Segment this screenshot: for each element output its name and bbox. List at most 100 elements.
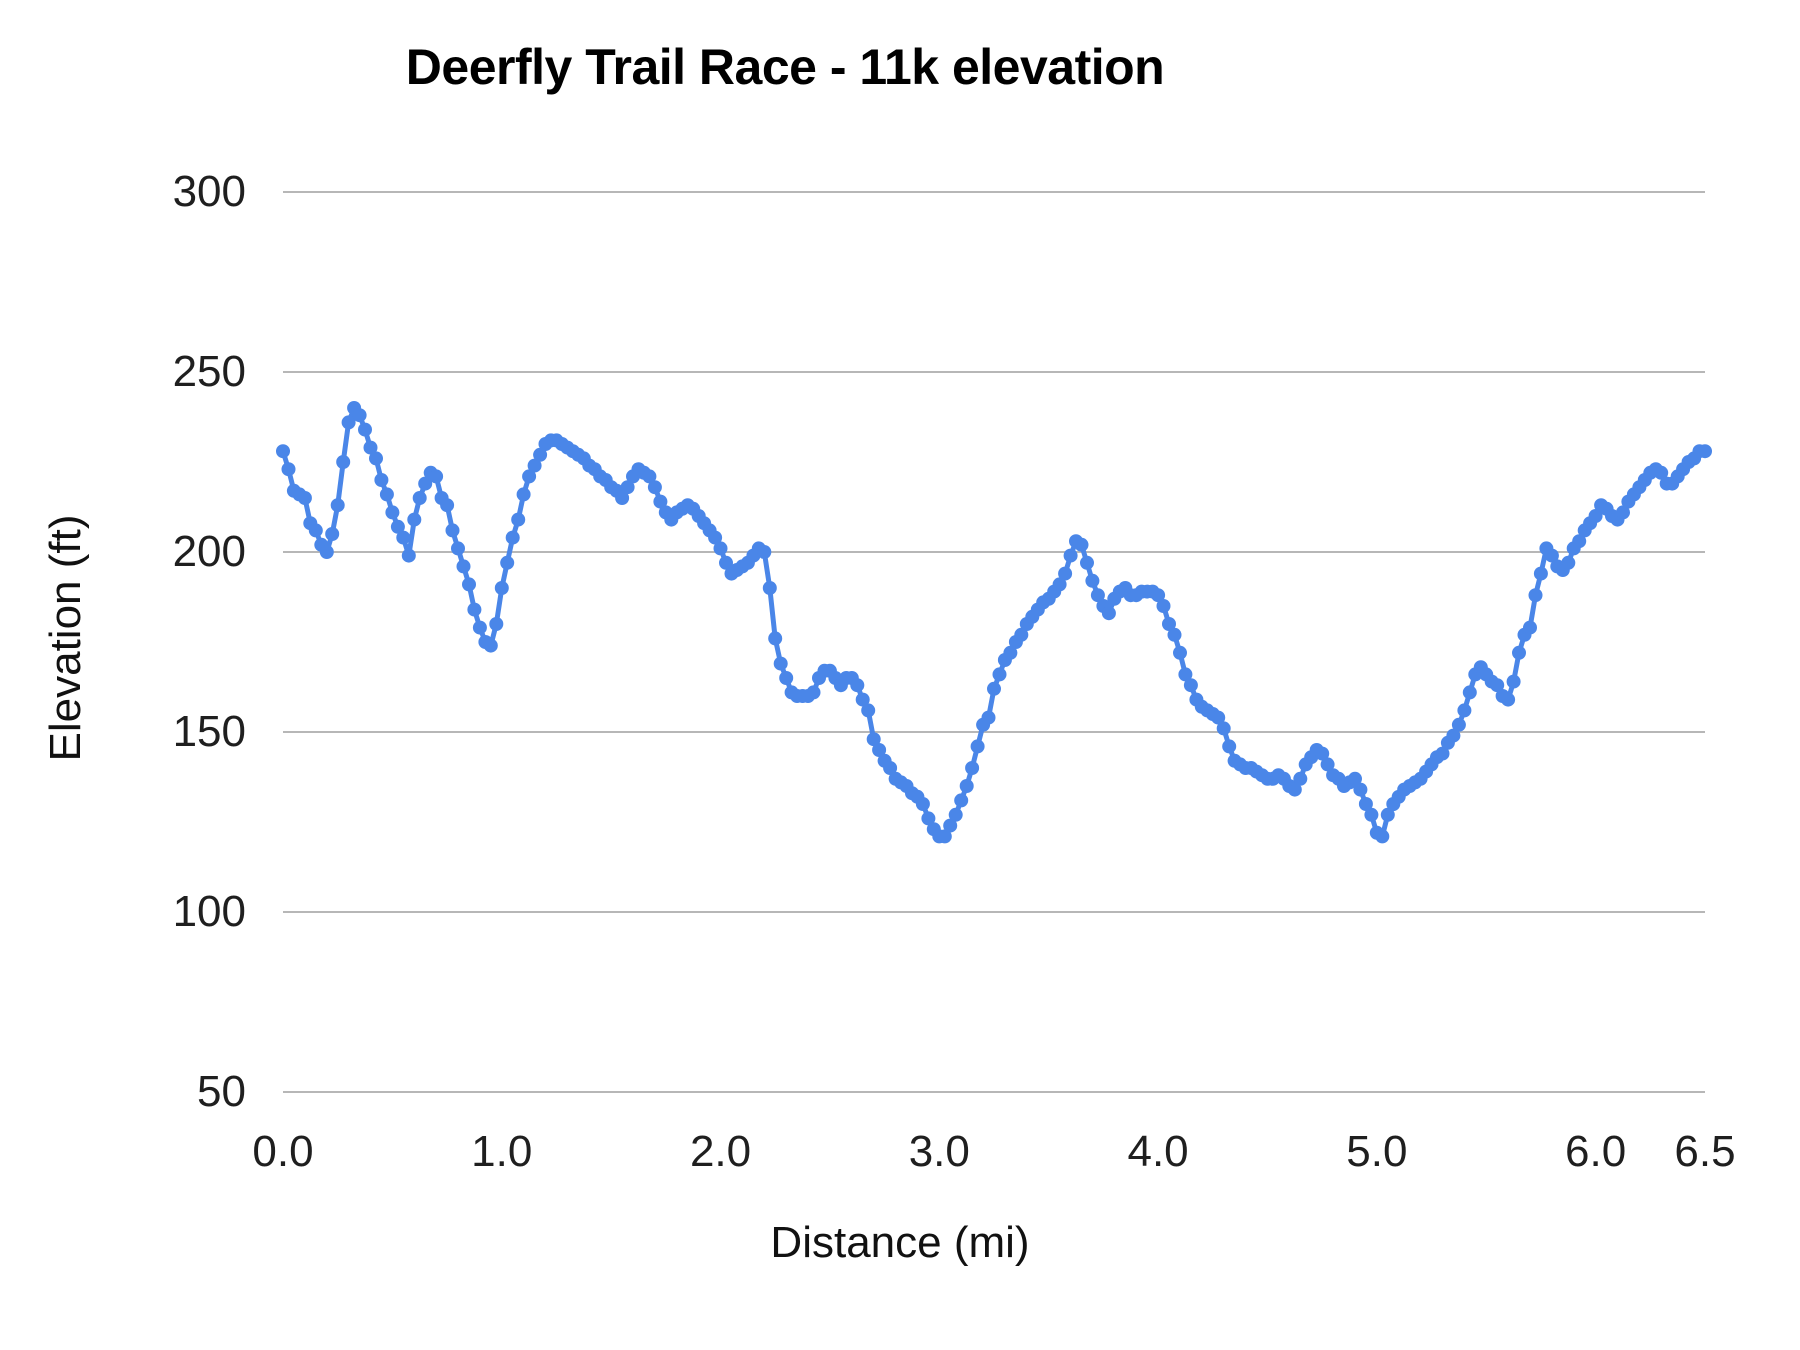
- data-point-marker: [883, 761, 898, 775]
- data-point-marker: [762, 581, 777, 595]
- data-point-marker: [970, 739, 985, 754]
- data-point-marker: [1222, 739, 1237, 754]
- data-point-marker: [1178, 667, 1193, 682]
- data-point-marker: [281, 462, 296, 477]
- data-point-marker: [1287, 782, 1302, 797]
- data-point-marker: [806, 685, 821, 700]
- data-point-marker: [390, 519, 405, 534]
- data-point-marker: [1320, 757, 1335, 772]
- data-point-marker: [1561, 555, 1576, 570]
- data-point-marker: [330, 498, 345, 513]
- data-point-marker: [412, 491, 427, 505]
- data-point-marker: [1616, 505, 1630, 520]
- data-point-marker: [297, 491, 312, 505]
- data-point-marker: [1490, 678, 1505, 693]
- data-point-marker: [385, 505, 400, 520]
- data-point-marker: [992, 667, 1007, 682]
- data-point-marker: [522, 469, 537, 484]
- data-point-marker: [1462, 685, 1477, 700]
- data-point-marker: [451, 541, 465, 556]
- data-point-marker: [276, 444, 290, 459]
- data-point-marker: [954, 793, 969, 808]
- data-point-marker: [369, 451, 383, 466]
- data-point-marker: [987, 681, 1001, 696]
- data-point-marker: [779, 671, 794, 685]
- data-point-marker: [336, 455, 351, 469]
- data-point-marker: [1293, 771, 1308, 786]
- data-point-marker: [1698, 444, 1712, 459]
- y-tick-label: 150: [172, 707, 246, 756]
- data-point-marker: [319, 545, 334, 559]
- plot-svg: [276, 191, 1712, 1093]
- x-tick-label: 1.0: [471, 1127, 533, 1176]
- data-point-marker: [456, 559, 471, 574]
- data-point-marker: [527, 458, 542, 473]
- data-point-marker: [1167, 627, 1182, 642]
- data-point-marker: [959, 779, 974, 793]
- x-axis-title: Distance (mi): [770, 1218, 1030, 1267]
- data-point-marker: [374, 473, 389, 487]
- data-point-marker: [1375, 829, 1390, 844]
- data-point-marker: [358, 422, 372, 437]
- data-point-marker: [440, 498, 455, 513]
- data-point-marker: [516, 487, 531, 502]
- data-point-marker: [1533, 566, 1548, 581]
- data-point-marker: [396, 530, 411, 545]
- data-point-marker: [1101, 606, 1116, 621]
- data-point-marker: [719, 555, 733, 570]
- y-tick-label: 250: [172, 347, 246, 396]
- data-point-marker: [773, 656, 788, 671]
- data-point-marker: [1074, 537, 1089, 552]
- data-point-marker: [467, 602, 482, 617]
- data-point-marker: [325, 527, 340, 541]
- data-point-marker: [341, 415, 356, 430]
- data-point-marker: [483, 638, 498, 653]
- data-point-marker: [647, 480, 662, 495]
- data-point-marker: [872, 743, 887, 757]
- data-point-marker: [500, 555, 515, 570]
- data-point-marker: [866, 732, 881, 747]
- data-point-marker: [1063, 548, 1078, 563]
- data-point-marker: [653, 494, 668, 509]
- y-tick-label: 50: [197, 1067, 246, 1116]
- data-point-marker: [948, 807, 963, 822]
- data-point-marker: [1003, 645, 1018, 660]
- data-point-marker: [352, 408, 367, 423]
- data-point-marker: [1588, 509, 1603, 523]
- data-point-marker: [429, 469, 444, 484]
- data-point-marker: [1216, 721, 1231, 736]
- data-point-marker: [1528, 588, 1543, 603]
- data-point-marker: [308, 523, 323, 538]
- data-point-marker: [1315, 746, 1330, 761]
- data-point-marker: [1156, 599, 1171, 613]
- data-point-marker: [1358, 797, 1373, 811]
- data-point-marker: [615, 491, 630, 505]
- data-point-marker: [1348, 771, 1362, 786]
- x-tick-label: 6.0: [1565, 1127, 1627, 1176]
- data-point-marker: [1058, 566, 1073, 581]
- data-point-marker: [1544, 548, 1559, 563]
- data-point-marker: [1451, 717, 1466, 732]
- data-point-marker: [757, 545, 772, 559]
- data-point-marker: [1512, 645, 1526, 660]
- data-point-marker: [921, 811, 936, 826]
- data-point-marker: [363, 440, 378, 455]
- x-tick-label: 0.0: [252, 1127, 314, 1176]
- data-point-marker: [379, 487, 394, 502]
- data-point-marker: [642, 469, 657, 484]
- data-point-marker: [708, 530, 723, 545]
- data-point-marker: [943, 818, 958, 833]
- data-point-marker: [1572, 534, 1587, 549]
- y-tick-label: 300: [172, 167, 246, 216]
- x-tick-label: 6.5: [1674, 1127, 1736, 1176]
- data-point-marker: [850, 678, 865, 693]
- data-point-marker: [713, 541, 728, 556]
- data-point-marker: [1353, 782, 1368, 797]
- data-point-marker: [1380, 807, 1395, 822]
- data-point-marker: [505, 530, 520, 545]
- data-point-marker: [445, 523, 460, 538]
- data-point-marker: [1457, 703, 1472, 718]
- y-tick-label: 200: [172, 527, 246, 576]
- data-point-marker: [981, 710, 996, 725]
